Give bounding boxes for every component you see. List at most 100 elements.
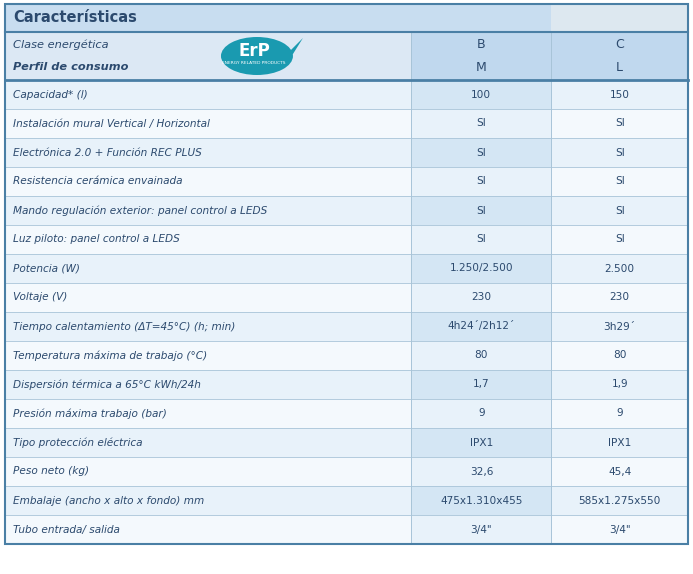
Bar [5, 312, 412, 341]
Bar [5, 138, 412, 167]
Text: 230: 230 [610, 293, 630, 302]
Text: IPX1: IPX1 [608, 437, 631, 448]
Text: Electrónica 2.0 + Función REC PLUS: Electrónica 2.0 + Función REC PLUS [13, 148, 202, 157]
Bar [552, 196, 688, 225]
Bar [552, 254, 688, 283]
Bar [412, 80, 552, 109]
Bar [412, 283, 552, 312]
Bar [552, 515, 688, 544]
Text: SI: SI [615, 235, 624, 245]
Bar [552, 225, 688, 254]
Bar [412, 312, 552, 341]
Bar [412, 167, 552, 196]
Text: 1.250/2.500: 1.250/2.500 [450, 263, 514, 273]
Bar [412, 457, 552, 486]
Text: 9: 9 [478, 409, 484, 418]
Bar [412, 399, 552, 428]
Bar [5, 225, 412, 254]
Text: SI: SI [477, 205, 486, 215]
Bar [5, 167, 412, 196]
Text: ErP: ErP [238, 42, 270, 60]
Bar [5, 428, 412, 457]
Text: 3/4": 3/4" [609, 525, 631, 534]
Text: B: B [477, 38, 486, 52]
Text: 3/4": 3/4" [471, 525, 492, 534]
Bar [552, 428, 688, 457]
Bar [5, 486, 412, 515]
Bar [5, 341, 412, 370]
Bar [552, 370, 688, 399]
Bar [412, 225, 552, 254]
Text: SI: SI [477, 148, 486, 157]
Text: Clase energética: Clase energética [13, 40, 109, 50]
Text: 45,4: 45,4 [608, 467, 631, 476]
Bar [552, 283, 688, 312]
Bar [5, 4, 688, 32]
Bar [5, 283, 412, 312]
Text: SI: SI [477, 118, 486, 129]
Text: IPX1: IPX1 [470, 437, 493, 448]
Text: Tiempo calentamiento (ΔT=45°C) (h; min): Tiempo calentamiento (ΔT=45°C) (h; min) [13, 321, 236, 332]
Bar [412, 196, 552, 225]
Text: 585x1.275x550: 585x1.275x550 [579, 495, 661, 506]
Text: 2.500: 2.500 [604, 263, 635, 273]
Text: 475x1.310x455: 475x1.310x455 [440, 495, 523, 506]
Text: Potencia (W): Potencia (W) [13, 263, 80, 273]
Bar [412, 254, 552, 283]
Bar [412, 341, 552, 370]
Text: SI: SI [615, 205, 624, 215]
Text: SI: SI [477, 235, 486, 245]
Text: Dispersión térmica a 65°C kWh/24h: Dispersión térmica a 65°C kWh/24h [13, 379, 201, 390]
Text: 80: 80 [475, 351, 488, 360]
Bar [552, 457, 688, 486]
Bar [5, 80, 412, 109]
Bar [5, 370, 412, 399]
Bar [412, 486, 552, 515]
Text: 32,6: 32,6 [470, 467, 493, 476]
Text: Embalaje (ancho x alto x fondo) mm: Embalaje (ancho x alto x fondo) mm [13, 495, 204, 506]
Bar [5, 457, 412, 486]
Text: C: C [615, 38, 624, 52]
Bar [5, 109, 412, 138]
Text: Voltaje (V): Voltaje (V) [13, 293, 67, 302]
Bar [412, 138, 552, 167]
Text: ENERGY RELATED PRODUCTS: ENERGY RELATED PRODUCTS [222, 61, 286, 65]
Text: 1,7: 1,7 [473, 379, 490, 390]
Text: 150: 150 [610, 90, 630, 99]
Bar [552, 138, 688, 167]
Text: 9: 9 [616, 409, 623, 418]
Bar [552, 4, 688, 32]
Text: Instalación mural Vertical / Horizontal: Instalación mural Vertical / Horizontal [13, 118, 210, 129]
Text: Temperatura máxima de trabajo (°C): Temperatura máxima de trabajo (°C) [13, 350, 207, 360]
Text: 100: 100 [471, 90, 491, 99]
Text: 230: 230 [471, 293, 491, 302]
Text: Características: Características [13, 10, 137, 25]
Text: 4h24´/2h12´: 4h24´/2h12´ [448, 321, 515, 332]
Text: SI: SI [477, 176, 486, 187]
Polygon shape [287, 38, 303, 54]
Text: Mando regulación exterior: panel control a LEDS: Mando regulación exterior: panel control… [13, 205, 267, 216]
Bar [5, 196, 412, 225]
Text: Tipo protección eléctrica: Tipo protección eléctrica [13, 437, 143, 448]
Text: Peso neto (kg): Peso neto (kg) [13, 467, 89, 476]
Bar [412, 109, 552, 138]
Text: SI: SI [615, 118, 624, 129]
Bar [5, 399, 412, 428]
Bar [5, 32, 412, 80]
Text: SI: SI [615, 148, 624, 157]
Text: Resistencia cerámica envainada: Resistencia cerámica envainada [13, 176, 182, 187]
Text: Luz piloto: panel control a LEDS: Luz piloto: panel control a LEDS [13, 235, 179, 245]
Text: 80: 80 [613, 351, 626, 360]
Ellipse shape [221, 37, 293, 75]
Bar [552, 80, 688, 109]
Text: Presión máxima trabajo (bar): Presión máxima trabajo (bar) [13, 408, 167, 419]
Text: Capacidad* (l): Capacidad* (l) [13, 90, 88, 99]
Bar [552, 341, 688, 370]
Text: Tubo entrada/ salida: Tubo entrada/ salida [13, 525, 120, 534]
Bar [412, 370, 552, 399]
Bar [5, 254, 412, 283]
Text: 1,9: 1,9 [611, 379, 628, 390]
Bar [552, 109, 688, 138]
Bar [552, 486, 688, 515]
Bar [412, 428, 552, 457]
